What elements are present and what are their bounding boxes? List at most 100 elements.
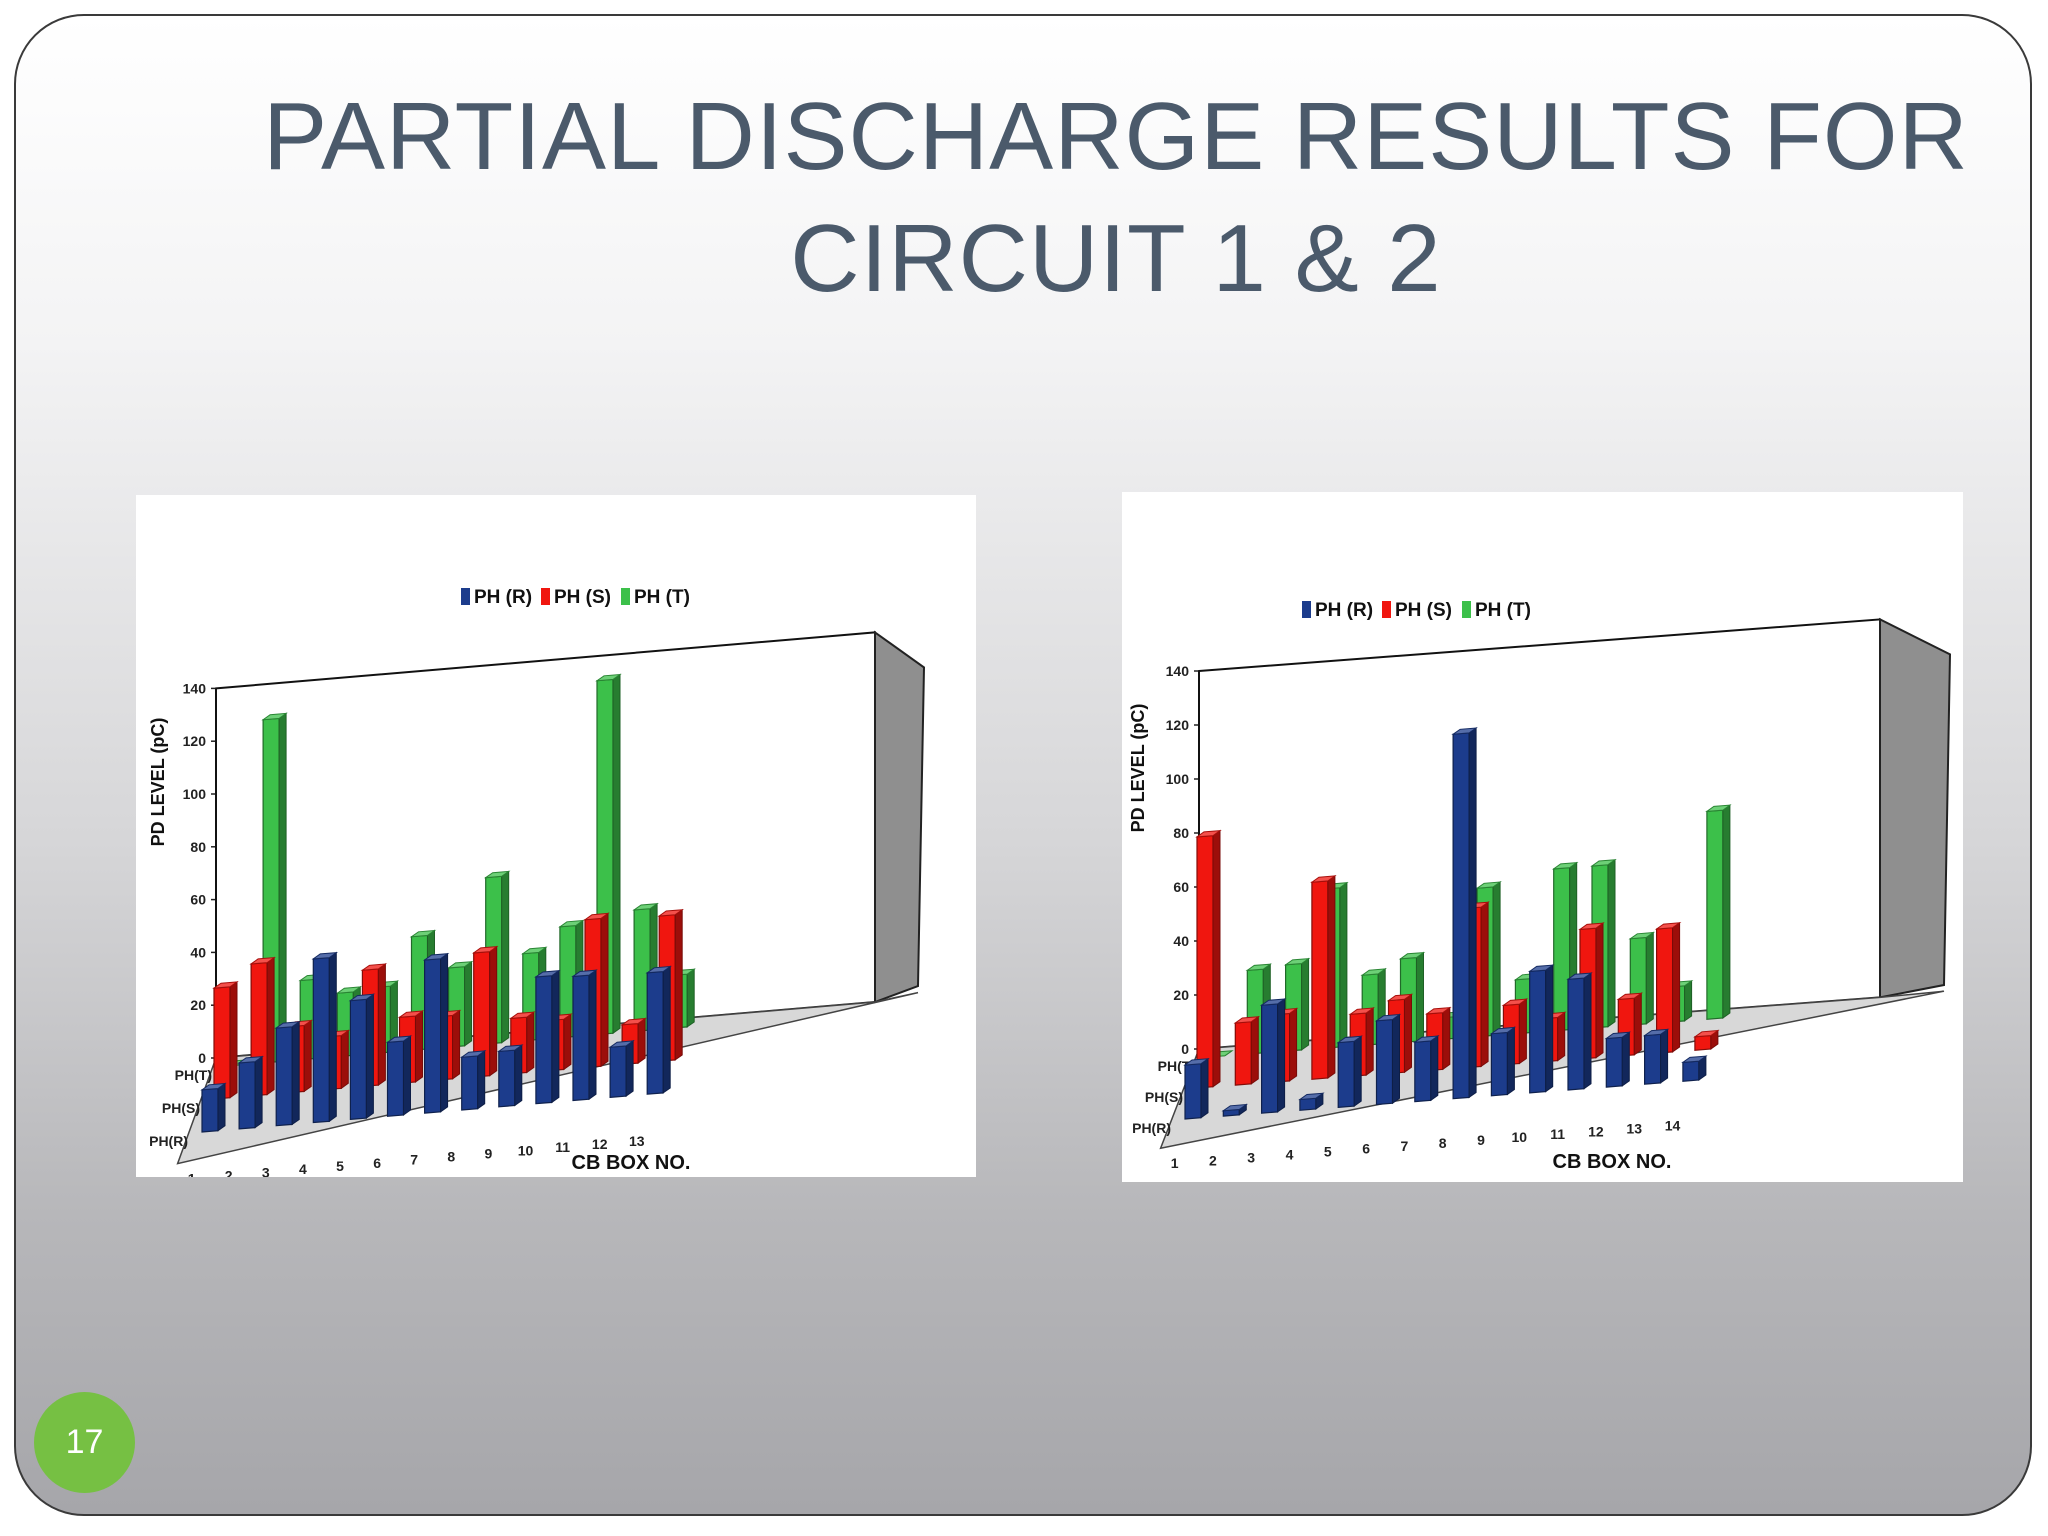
bar-phr-12 xyxy=(1604,1031,1632,1088)
bar-top-face xyxy=(311,951,339,960)
slide-title-line-2: CIRCUIT 1 & 2 xyxy=(790,205,1442,312)
bar-top-face xyxy=(274,1021,301,1029)
bar-top-face xyxy=(1604,1031,1632,1040)
bar-phr-2 xyxy=(237,1055,264,1130)
bar-top-face xyxy=(1195,829,1222,838)
bar-top-face xyxy=(595,673,622,682)
bar-side-face xyxy=(1353,1035,1362,1108)
bar-phr-6 xyxy=(385,1035,413,1117)
depth-label: PH(S) xyxy=(1145,1089,1183,1105)
bar-top-face xyxy=(1398,951,1426,960)
bar-side-face xyxy=(1645,931,1654,1025)
bar-top-face xyxy=(397,1010,425,1018)
bar-top-face xyxy=(360,963,388,971)
legend-label: PH (R) xyxy=(474,587,532,608)
bar-side-face xyxy=(514,1044,523,1107)
bar-top-face xyxy=(1336,1035,1363,1044)
bar-top-face xyxy=(249,956,276,965)
category-label: 5 xyxy=(1324,1144,1332,1160)
y-tick-label: 0 xyxy=(1181,1041,1189,1057)
bar-front-face xyxy=(1261,1003,1279,1114)
y-axis-label: PD LEVEL (pC) xyxy=(1128,704,1148,833)
category-label: 6 xyxy=(1362,1141,1370,1157)
bar-side-face xyxy=(1518,998,1527,1065)
bar-front-face xyxy=(1643,1033,1662,1085)
bar-top-face xyxy=(200,1082,227,1091)
bar-top-face xyxy=(335,986,363,994)
bar-top-face xyxy=(1259,998,1287,1006)
bar-phr-2 xyxy=(1221,1103,1249,1117)
bar-side-face xyxy=(365,993,374,1120)
bar-side-face xyxy=(1416,951,1424,1043)
bar-front-face xyxy=(386,1040,405,1117)
bar-side-face xyxy=(1660,1028,1669,1084)
bar-side-face xyxy=(686,968,695,1028)
legend-swatch xyxy=(621,588,630,605)
bar-side-face xyxy=(1492,881,1501,1037)
bar-top-face xyxy=(1283,957,1311,966)
legend-label: PH (R) xyxy=(1315,600,1373,621)
bar-phs-1 xyxy=(212,980,239,1100)
bar-phr-5 xyxy=(1336,1035,1363,1109)
bar-side-face xyxy=(278,712,287,1063)
bar-phr-5 xyxy=(348,993,376,1121)
chart-side-wall xyxy=(874,630,926,1004)
category-label: 5 xyxy=(336,1158,344,1174)
y-tick-label: 100 xyxy=(183,786,207,802)
legend-label: PH (T) xyxy=(1475,600,1531,621)
bar-side-face xyxy=(340,1029,349,1090)
bar-top-face xyxy=(1451,727,1478,735)
bar-front-face xyxy=(1682,1060,1700,1082)
bar-top-face xyxy=(409,929,437,938)
bar-phr-7 xyxy=(422,952,450,1114)
y-tick-label: 0 xyxy=(198,1050,206,1066)
bar-phr-14 xyxy=(1681,1055,1708,1082)
bar-side-face xyxy=(217,1082,226,1132)
bar-front-face xyxy=(1694,1034,1712,1051)
bar-front-face xyxy=(1529,969,1547,1094)
category-label: 6 xyxy=(373,1155,381,1171)
bar-top-face xyxy=(509,1011,536,1020)
bar-front-face xyxy=(1299,1097,1317,1111)
bar-side-face xyxy=(1430,1035,1439,1102)
category-label: 2 xyxy=(225,1167,233,1177)
bar-top-face xyxy=(657,909,684,917)
y-tick-label: 60 xyxy=(1173,879,1189,895)
chart-circuit-1: 0 20 40 60 80 100 120 140 PD LEVEL (pC) PH(T) PH(S… xyxy=(148,587,926,1177)
category-label: 13 xyxy=(1626,1120,1642,1136)
depth-label: PH(T) xyxy=(175,1067,212,1083)
bar-top-face xyxy=(1489,1026,1517,1035)
y-tick-label: 140 xyxy=(1166,663,1190,679)
category-label: 12 xyxy=(592,1136,608,1152)
bar-top-face xyxy=(385,1035,413,1043)
bar-top-face xyxy=(237,1055,264,1064)
bar-front-face xyxy=(201,1087,219,1133)
bar-top-face xyxy=(1628,931,1656,940)
category-label: 2 xyxy=(1209,1152,1217,1168)
bar-side-face xyxy=(1301,957,1310,1051)
x-axis-label: CB BOX NO. xyxy=(1553,1151,1672,1173)
bar-top-face xyxy=(632,903,659,911)
bar-phr-4 xyxy=(1298,1092,1325,1111)
bar-top-face xyxy=(1425,1006,1452,1015)
category-label: 14 xyxy=(1665,1118,1681,1134)
category-label: 7 xyxy=(410,1152,418,1168)
y-tick-label: 100 xyxy=(1166,771,1190,787)
bar-side-face xyxy=(1339,881,1348,1048)
category-label: 8 xyxy=(1439,1135,1447,1151)
bar-top-face xyxy=(583,912,610,921)
legend-label: PH (S) xyxy=(1395,600,1452,621)
bar-top-face xyxy=(534,970,561,978)
bar-side-face xyxy=(501,870,510,1044)
category-label: 1 xyxy=(188,1171,196,1177)
bar-side-face xyxy=(1621,1031,1630,1087)
bar-side-face xyxy=(1672,921,1681,1053)
legend-swatch xyxy=(1302,601,1311,618)
bar-side-face xyxy=(563,1013,572,1071)
category-label: 4 xyxy=(1286,1147,1294,1163)
bar-phr-9 xyxy=(497,1044,524,1108)
category-label: 7 xyxy=(1401,1138,1409,1154)
category-label: 3 xyxy=(1247,1149,1255,1165)
slide-title-line-1: PARTIAL DISCHARGE RESULTS FOR xyxy=(263,83,1969,190)
